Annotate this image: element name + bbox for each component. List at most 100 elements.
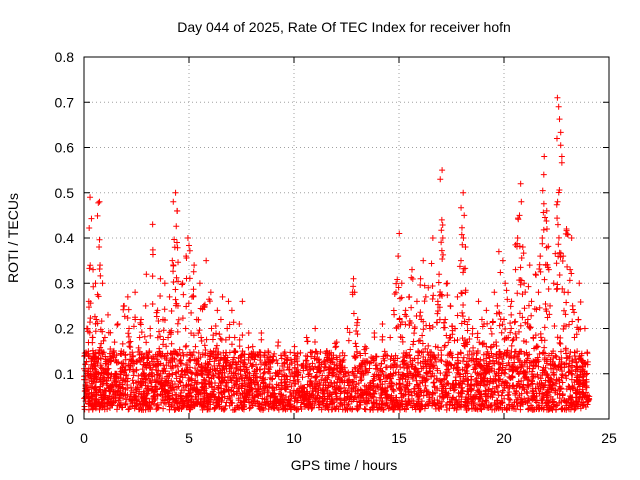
data-point bbox=[99, 388, 106, 395]
data-point bbox=[259, 404, 266, 411]
data-point bbox=[174, 207, 181, 214]
data-point bbox=[353, 343, 360, 350]
data-point bbox=[99, 328, 106, 335]
data-point bbox=[351, 372, 358, 379]
data-point bbox=[395, 253, 402, 260]
data-point bbox=[122, 366, 129, 373]
data-point bbox=[429, 282, 436, 289]
data-point bbox=[265, 358, 272, 365]
data-point bbox=[183, 382, 190, 389]
data-point bbox=[511, 319, 518, 326]
data-point bbox=[379, 368, 386, 375]
data-point bbox=[133, 386, 140, 393]
data-point bbox=[231, 334, 238, 341]
data-point bbox=[540, 200, 547, 207]
x-tick-label: 20 bbox=[496, 430, 512, 446]
data-point bbox=[273, 381, 280, 388]
data-point bbox=[142, 379, 149, 386]
data-point bbox=[353, 405, 360, 412]
data-point bbox=[185, 397, 192, 404]
data-point bbox=[137, 405, 144, 412]
data-point bbox=[558, 153, 565, 160]
x-tick-label: 25 bbox=[601, 430, 617, 446]
data-point bbox=[119, 360, 126, 367]
data-point bbox=[139, 366, 146, 373]
data-point bbox=[221, 393, 228, 400]
data-point bbox=[464, 376, 471, 383]
data-point bbox=[203, 398, 210, 405]
data-point bbox=[362, 399, 369, 406]
data-point bbox=[169, 257, 176, 264]
data-point bbox=[186, 349, 193, 356]
data-point bbox=[175, 368, 182, 375]
data-point bbox=[429, 296, 436, 303]
data-point bbox=[361, 405, 368, 412]
data-point bbox=[460, 235, 467, 241]
data-point bbox=[127, 338, 134, 345]
data-point bbox=[233, 377, 240, 384]
data-point bbox=[417, 337, 424, 344]
chart-title: Day 044 of 2025, Rate Of TEC Index for r… bbox=[177, 19, 511, 35]
data-point bbox=[390, 370, 397, 377]
data-point bbox=[422, 345, 429, 352]
data-point bbox=[558, 159, 565, 166]
data-point bbox=[105, 361, 112, 368]
data-point bbox=[428, 260, 435, 267]
data-point bbox=[379, 389, 386, 396]
data-point bbox=[126, 351, 133, 358]
data-point bbox=[123, 372, 130, 379]
data-point bbox=[111, 339, 118, 346]
data-point bbox=[199, 406, 206, 413]
data-point bbox=[231, 406, 238, 413]
data-point bbox=[387, 364, 394, 371]
data-point bbox=[185, 300, 192, 307]
data-point bbox=[495, 376, 502, 383]
data-point bbox=[303, 396, 310, 403]
data-point bbox=[419, 340, 426, 347]
data-point bbox=[447, 334, 454, 341]
data-point bbox=[103, 378, 110, 385]
data-point bbox=[97, 362, 104, 369]
data-point bbox=[575, 316, 582, 323]
data-point bbox=[454, 401, 461, 408]
data-point bbox=[262, 398, 269, 405]
data-point bbox=[480, 351, 487, 358]
data-point bbox=[173, 274, 180, 281]
data-point bbox=[524, 363, 531, 370]
data-point bbox=[287, 397, 294, 404]
data-point bbox=[501, 350, 508, 357]
data-point bbox=[501, 316, 508, 323]
data-point bbox=[126, 405, 133, 412]
data-point bbox=[215, 389, 222, 396]
data-point bbox=[569, 306, 576, 313]
data-point bbox=[128, 384, 135, 391]
data-point bbox=[423, 363, 430, 370]
data-point bbox=[183, 255, 190, 262]
data-point bbox=[551, 362, 558, 369]
data-point bbox=[199, 372, 206, 379]
data-point bbox=[201, 376, 208, 383]
x-tick-label: 0 bbox=[80, 430, 88, 446]
data-point bbox=[224, 325, 231, 332]
data-point bbox=[206, 378, 213, 385]
data-point bbox=[478, 316, 485, 323]
data-point bbox=[391, 360, 398, 367]
data-point bbox=[342, 387, 349, 394]
data-point bbox=[98, 318, 105, 325]
data-point bbox=[278, 355, 285, 362]
data-point bbox=[86, 265, 93, 272]
data-point bbox=[461, 378, 468, 385]
data-point bbox=[362, 359, 369, 366]
data-point bbox=[460, 354, 467, 361]
data-point bbox=[353, 381, 360, 388]
data-point bbox=[87, 194, 94, 201]
data-point bbox=[562, 311, 569, 318]
data-point bbox=[412, 372, 419, 379]
data-point bbox=[424, 388, 431, 395]
data-point bbox=[198, 338, 205, 345]
data-point bbox=[348, 388, 355, 395]
data-point bbox=[559, 392, 566, 399]
data-point bbox=[103, 358, 110, 365]
data-point bbox=[147, 364, 154, 371]
data-point bbox=[315, 385, 322, 392]
